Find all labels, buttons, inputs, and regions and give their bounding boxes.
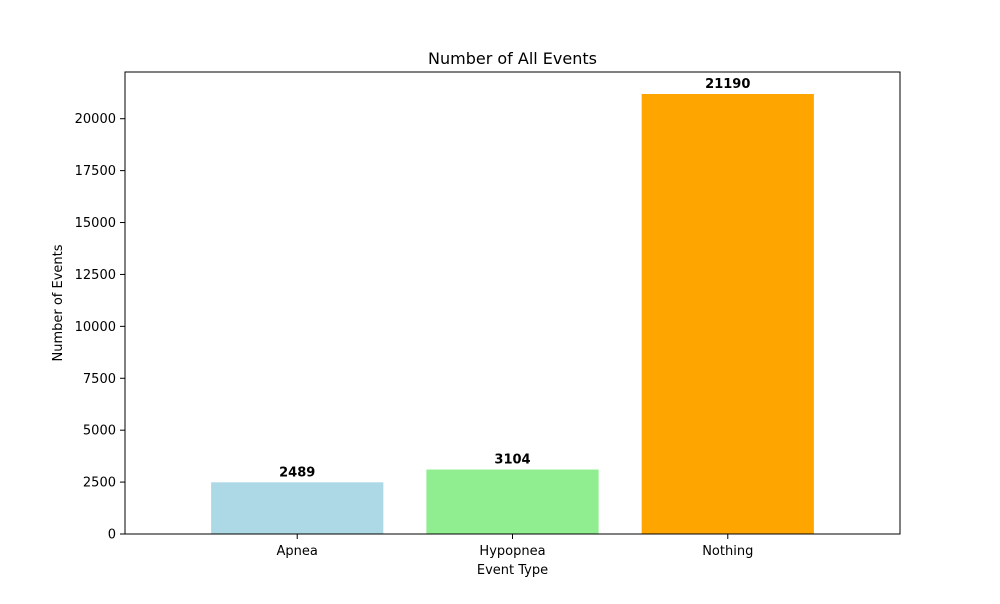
y-tick-label-5000: 5000	[83, 424, 116, 439]
y-axis: 0 2500 5000 7500 10000 12500 15000 17500 20000	[75, 112, 125, 543]
x-tick-label-nothing: Nothing	[702, 544, 753, 559]
x-axis-label: Event Type	[477, 563, 548, 578]
x-axis: Apnea Hypopnea Nothing	[277, 534, 753, 559]
y-tick-label-0: 0	[108, 528, 116, 543]
bars-layer	[211, 94, 814, 534]
y-tick-label-17500: 17500	[75, 164, 116, 179]
plot-frame	[124, 71, 901, 535]
data-label-nothing: 21190	[705, 77, 750, 92]
bar-nothing	[641, 94, 814, 534]
y-tick-label-15000: 15000	[75, 216, 116, 231]
chart-title: Number of All Events	[428, 49, 597, 68]
y-tick-label-20000: 20000	[75, 112, 116, 127]
bar-apnea	[211, 482, 384, 534]
y-tick-label-10000: 10000	[75, 320, 116, 335]
x-tick-label-apnea: Apnea	[277, 544, 318, 559]
y-tick-label-7500: 7500	[83, 372, 116, 387]
data-labels-layer: 2489 3104 21190	[279, 77, 750, 480]
data-label-hypopnea: 3104	[494, 453, 530, 468]
y-tick-label-2500: 2500	[83, 476, 116, 491]
data-label-apnea: 2489	[279, 465, 315, 480]
y-axis-label: Number of Events	[51, 244, 66, 361]
bar-hypopnea	[426, 469, 599, 534]
x-tick-label-hypopnea: Hypopnea	[479, 544, 545, 559]
y-tick-label-12500: 12500	[75, 268, 116, 283]
